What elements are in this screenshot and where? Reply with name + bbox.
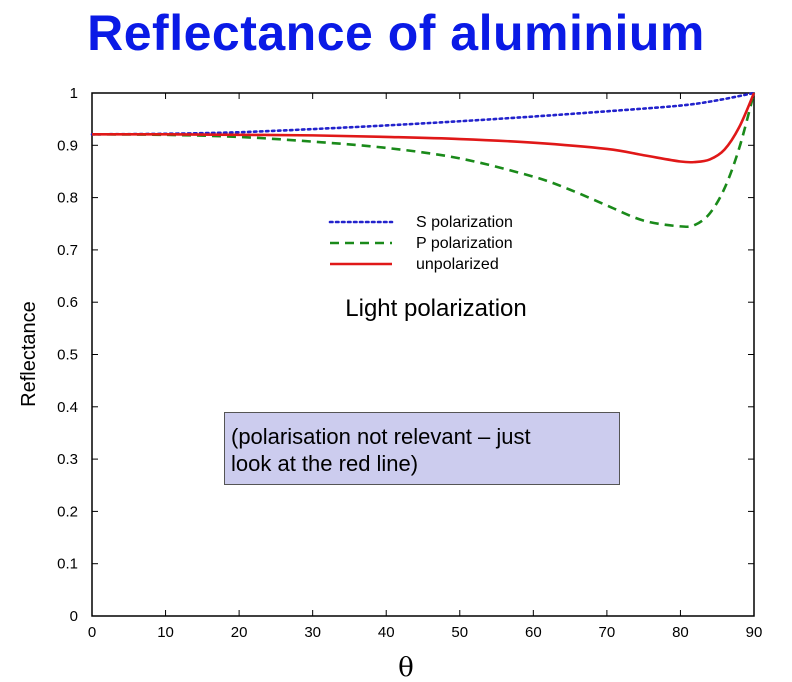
x-tick-label: 10: [157, 624, 174, 641]
legend-label: S polarization: [416, 214, 513, 231]
y-tick-label: 0.5: [57, 347, 78, 364]
y-tick-label: 0.1: [57, 556, 78, 573]
note-box: (polarisation not relevant – just look a…: [224, 412, 620, 485]
x-tick-label: 60: [525, 624, 542, 641]
y-tick-label: 0.7: [57, 242, 78, 259]
plot-frame: [91, 92, 755, 617]
legend: S polarization P polarization unpolarized: [328, 214, 513, 273]
x-tick-label: 90: [746, 624, 763, 641]
chart-annotation: Light polarization: [345, 295, 526, 322]
y-tick-label: 0.4: [57, 399, 78, 416]
y-tick-label: 0: [70, 608, 78, 625]
x-tick-label: 0: [88, 624, 96, 641]
y-axis-label: Reflectance: [18, 301, 40, 407]
series-line-p-polarization: [91, 92, 756, 229]
x-tick-label: 30: [304, 624, 321, 641]
series-line-unpolarized: [91, 92, 756, 164]
y-tick-label: 0.3: [57, 451, 78, 468]
axis-ticks: 0 10 20 30 40 50 60 70 80 90 0 0.1 0.2 0.3 0.4 0.5 0.6 0.…: [57, 85, 762, 641]
series-line-s-polarization: [90, 91, 756, 136]
legend-label: unpolarized: [416, 256, 499, 273]
x-tick-label: 40: [378, 624, 395, 641]
y-tick-label: 0.8: [57, 190, 78, 207]
y-tick-label: 1: [70, 85, 78, 102]
note-line-1: (polarisation not relevant – just: [231, 424, 531, 449]
legend-label: P polarization: [416, 235, 513, 252]
y-tick-label: 0.2: [57, 503, 78, 520]
y-tick-label: 0.9: [57, 137, 78, 154]
series-lines: [90, 91, 756, 229]
y-tick-label: 0.6: [57, 294, 78, 311]
x-axis-label: θ: [398, 653, 414, 682]
x-tick-label: 50: [451, 624, 468, 641]
x-tick-label: 20: [231, 624, 248, 641]
x-tick-label: 80: [672, 624, 689, 641]
slide-title: Reflectance of aluminium: [87, 5, 705, 61]
x-tick-label: 70: [599, 624, 616, 641]
note-line-2: look at the red line): [231, 451, 419, 476]
